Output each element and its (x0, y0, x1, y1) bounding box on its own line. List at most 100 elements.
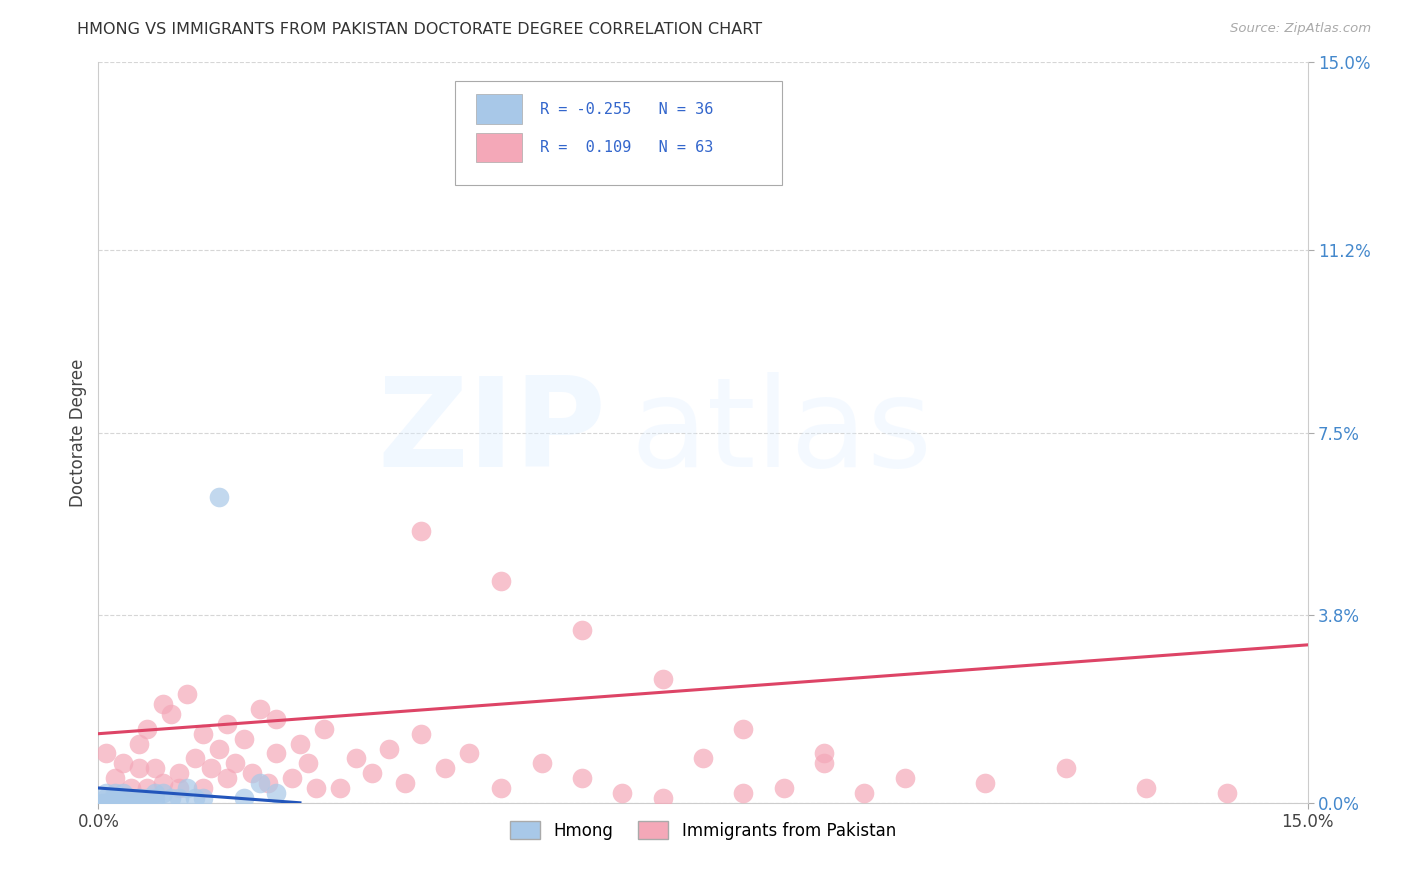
Point (120, 780, 142, 795)
Point (128, 761, 150, 775)
Point (200, 761, 222, 775)
Point (571, 771, 593, 785)
Point (96, 790, 118, 805)
Point (143, 786, 166, 800)
Point (692, 751, 714, 765)
Point (297, 756, 319, 771)
Point (135, 780, 157, 795)
Point (232, 790, 254, 805)
Point (143, 761, 166, 775)
Point (530, 756, 553, 771)
Point (96, 786, 118, 800)
Point (128, 790, 150, 805)
Point (103, 796, 125, 810)
Point (152, 697, 174, 711)
Point (100, 796, 122, 810)
Point (96, 796, 118, 810)
Point (813, 747, 835, 761)
Text: Source: ZipAtlas.com: Source: ZipAtlas.com (1230, 22, 1371, 36)
Point (264, 712, 287, 726)
Point (103, 796, 125, 810)
Point (281, 771, 304, 785)
Point (361, 766, 384, 780)
Point (103, 790, 125, 805)
Point (111, 756, 134, 771)
Point (208, 490, 231, 504)
Point (651, 790, 673, 805)
Point (974, 776, 997, 790)
Point (249, 702, 271, 716)
Point (128, 796, 150, 810)
Point (1135, 780, 1157, 795)
Point (193, 790, 215, 805)
Text: ZIP: ZIP (378, 372, 606, 493)
Point (96, 796, 118, 810)
Point (314, 722, 336, 736)
Point (224, 756, 246, 771)
Point (491, 574, 513, 588)
Point (120, 790, 142, 805)
Point (111, 786, 134, 800)
Text: HMONG VS IMMIGRANTS FROM PAKISTAN DOCTORATE DEGREE CORRELATION CHART: HMONG VS IMMIGRANTS FROM PAKISTAN DOCTOR… (77, 22, 762, 37)
Text: atlas: atlas (630, 372, 932, 493)
Point (167, 790, 190, 805)
Y-axis label: Doctorate Degree: Doctorate Degree (69, 359, 87, 507)
Point (208, 741, 231, 756)
Point (240, 766, 263, 780)
Point (434, 761, 457, 775)
Point (853, 786, 876, 800)
Point (128, 790, 150, 805)
Point (160, 790, 183, 805)
Point (1054, 761, 1077, 775)
Point (733, 786, 755, 800)
Point (249, 776, 271, 790)
Point (128, 737, 150, 751)
FancyBboxPatch shape (456, 81, 782, 185)
Legend: Hmong, Immigrants from Pakistan: Hmong, Immigrants from Pakistan (503, 814, 903, 847)
Point (1216, 786, 1239, 800)
Text: R = -0.255   N = 36: R = -0.255 N = 36 (540, 102, 713, 117)
Point (256, 776, 278, 790)
Point (128, 796, 150, 810)
Point (612, 786, 634, 800)
Point (193, 727, 215, 741)
Point (344, 751, 367, 765)
Point (813, 756, 835, 771)
Point (893, 771, 915, 785)
Point (135, 722, 157, 736)
Point (184, 790, 207, 805)
Point (772, 780, 794, 795)
FancyBboxPatch shape (475, 133, 522, 162)
Point (135, 790, 157, 805)
Point (733, 722, 755, 736)
Point (491, 780, 513, 795)
Point (394, 776, 416, 790)
Point (160, 706, 183, 721)
Point (571, 623, 593, 637)
Point (409, 727, 432, 741)
Point (288, 737, 311, 751)
Point (651, 673, 673, 687)
Point (176, 687, 198, 701)
Point (409, 524, 432, 539)
Point (167, 780, 190, 795)
Point (120, 796, 142, 810)
Point (91, 796, 114, 810)
Point (152, 786, 174, 800)
Point (143, 796, 166, 810)
FancyBboxPatch shape (475, 95, 522, 124)
Point (329, 780, 352, 795)
Point (176, 780, 198, 795)
Point (111, 790, 134, 805)
Point (111, 796, 134, 810)
Point (193, 780, 215, 795)
Point (264, 747, 287, 761)
Point (184, 751, 207, 765)
Point (152, 776, 174, 790)
Point (167, 766, 190, 780)
Text: R =  0.109   N = 63: R = 0.109 N = 63 (540, 140, 713, 155)
Point (103, 771, 125, 785)
Point (143, 790, 166, 805)
Point (135, 796, 157, 810)
Point (264, 786, 287, 800)
